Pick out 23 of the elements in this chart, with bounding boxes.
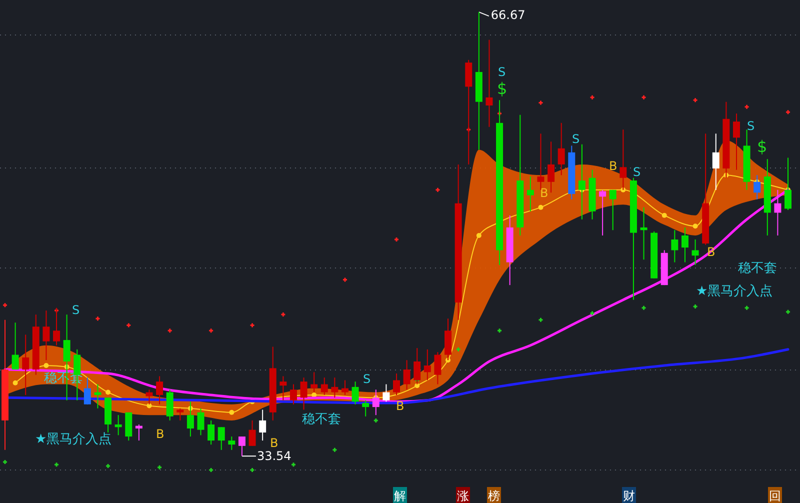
annotation: 33.54 bbox=[256, 449, 292, 464]
annotation: 涨 bbox=[457, 489, 469, 503]
annotation: B bbox=[540, 186, 548, 200]
annotation: S bbox=[498, 65, 506, 79]
annotation: S bbox=[572, 132, 580, 146]
annotation: $ bbox=[497, 79, 508, 98]
annotation: S bbox=[72, 303, 80, 317]
annotation: 财 bbox=[623, 489, 635, 503]
annotation: S bbox=[363, 372, 371, 386]
annotation: B bbox=[156, 427, 164, 441]
annotation: S bbox=[747, 119, 755, 133]
annotation: B bbox=[270, 436, 278, 450]
annotation: 解 bbox=[394, 489, 406, 503]
annotation: 66.67 bbox=[490, 8, 526, 22]
annotation: 稳不套 bbox=[302, 412, 341, 427]
annotation: 稳不套 bbox=[738, 261, 777, 276]
annotation: 榜 bbox=[488, 489, 500, 503]
annotation: B bbox=[609, 159, 618, 173]
annotation: $ bbox=[757, 137, 768, 156]
annotation: 回 bbox=[769, 489, 781, 503]
annotation: ★黑马介入点 bbox=[35, 432, 112, 447]
annotation: ★黑马介入点 bbox=[696, 284, 773, 299]
annotation: S bbox=[633, 165, 641, 179]
